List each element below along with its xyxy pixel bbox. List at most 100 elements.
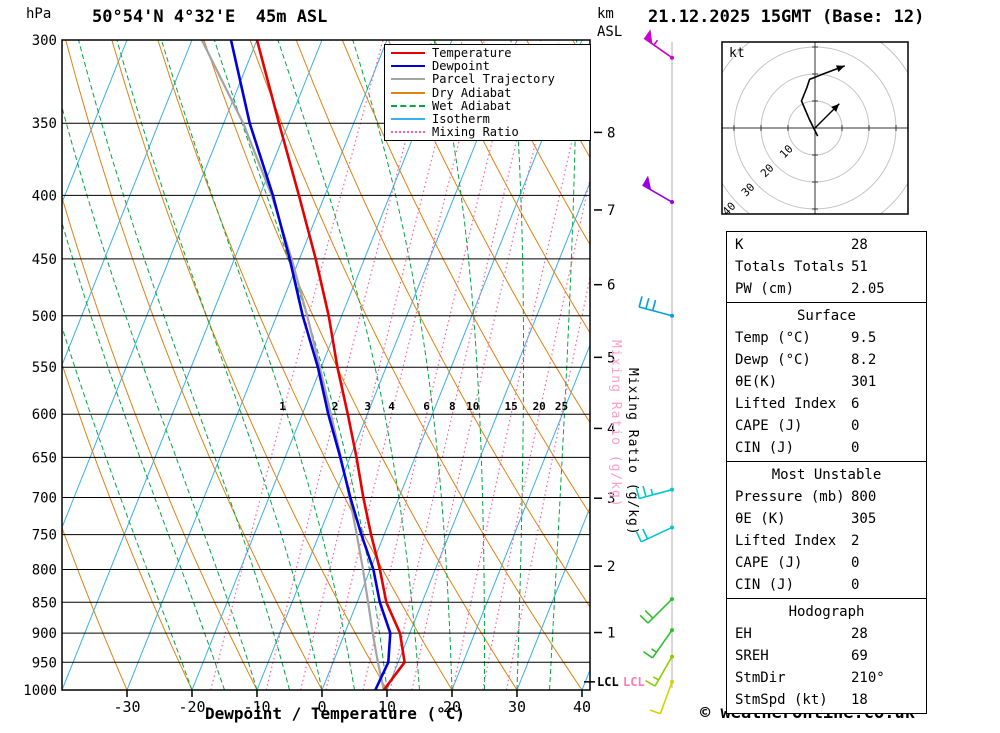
svg-text:4: 4 [607,421,615,437]
isobars [62,122,590,663]
stat-row-stmspd: StmSpd (kt) 18 [735,692,868,708]
mixing-ratio-axis-label: Mixing Ratio (g/kg) [625,368,640,536]
mixing-ratio-line-sample [391,130,425,133]
pressure-axis-labels: 300 350 400 450 500 550 600 650 700 750 800 850 900 9… [23,33,57,699]
stat-row-stmdir: StmDir 210° [735,670,885,686]
svg-text:350: 350 [32,116,57,132]
stat-row-surface-dewp: Dewp (°C) 8.2 [735,352,877,368]
wind-barb [635,485,674,500]
stat-row-mu-lifted-index: Lifted Index 2 [735,533,860,549]
svg-text:15: 15 [504,400,517,413]
datetime-label: 21.12.2025 15GMT (Base: 12) [648,7,925,27]
svg-text:10: 10 [466,400,479,413]
lcl-label: LCL [597,675,619,689]
dry-adiabat-line-sample [391,91,425,94]
svg-text:400: 400 [32,188,57,204]
svg-text:3: 3 [364,400,371,413]
x-axis-title: Dewpoint / Temperature (°C) [204,704,466,723]
svg-text:25: 25 [555,400,568,413]
km-unit-label: km [597,6,614,22]
wind-barbs [635,29,674,715]
svg-text:550: 550 [32,360,57,376]
svg-text:7: 7 [607,203,615,219]
svg-text:-30: -30 [113,698,140,716]
km-axis: 8 7 6 5 4 3 2 1 [594,125,615,642]
parcel-line-sample [391,78,425,81]
stat-row-surface-cape: CAPE (J) 0 [735,418,860,434]
wind-barb [643,628,674,659]
svg-text:2: 2 [607,559,615,575]
wet-adiabat-line-sample [391,104,425,107]
stat-row-mu-thetae: θE (K) 305 [735,511,877,527]
stats-box-hodograph: Hodograph EH 28 SREH 69 StmDir 210° StmSpd … [726,598,927,714]
svg-text:40: 40 [573,698,591,716]
dewpoint-curve [229,40,392,690]
legend-item-parcel-trajectory: Parcel Trajectory [385,73,590,85]
svg-text:30: 30 [508,698,526,716]
wind-barb [642,175,674,205]
stats-box-surface: Surface Temp (°C) 9.5 Dewp (°C) 8.2 θE(K) 3… [726,302,927,462]
temperature-line-sample [391,52,425,55]
svg-text:10: 10 [378,698,396,716]
svg-text:2: 2 [332,400,339,413]
hodograph-frame [721,41,909,215]
svg-text:1: 1 [279,400,286,413]
wind-barb [649,679,674,715]
svg-text:900: 900 [32,626,57,642]
asl-unit-label: ASL [597,24,623,40]
svg-text:700: 700 [32,490,57,506]
svg-text:20: 20 [533,400,546,413]
svg-text:-10: -10 [243,698,270,716]
wind-barb [638,296,674,318]
svg-text:8: 8 [449,400,456,413]
stat-row-pw: PW (cm) 2.05 [735,281,885,297]
svg-text:8: 8 [607,125,615,141]
stat-row-surface-thetae: θE(K) 301 [735,374,877,390]
skewt-field [62,40,590,690]
lcl-label-pink: LCL [623,675,645,689]
isotherm-line-sample [391,117,425,120]
svg-text:6: 6 [423,400,430,413]
svg-text:5: 5 [607,350,615,366]
svg-text:650: 650 [32,450,57,466]
wind-barb [635,525,674,543]
stat-row-totals-totals: Totals Totals 51 [735,259,868,275]
svg-text:800: 800 [32,563,57,579]
stat-row-surface-lifted-index: Lifted Index 6 [735,396,860,412]
svg-text:600: 600 [32,407,57,423]
stat-row-mu-cin: CIN (J) 0 [735,577,860,593]
stat-row-mu-cape: CAPE (J) 0 [735,555,860,571]
legend-item-dewpoint: Dewpoint [385,60,590,72]
svg-text:750: 750 [32,528,57,544]
stats-box-indices: K 28 Totals Totals 51 PW (cm) 2.05 [726,231,927,303]
temperature-axis: -30 -20 -10 0 10 20 30 40 [113,690,591,716]
dewpoint-line-sample [391,65,425,68]
svg-text:950: 950 [32,655,57,671]
svg-text:3: 3 [607,491,615,507]
chart-frame [61,39,591,691]
svg-text:450: 450 [32,252,57,268]
hodograph-section-title: Hodograph [788,604,865,620]
most-unstable-section-title: Most Unstable [771,467,882,483]
svg-text:500: 500 [32,309,57,325]
legend-item-temperature: Temperature [385,47,590,59]
hodograph-trace [800,65,845,137]
svg-text:1000: 1000 [23,683,57,699]
stat-row-surface-temp: Temp (°C) 9.5 [735,330,877,346]
wind-barb [643,29,674,60]
legend-item-isotherm: Isotherm [385,113,590,125]
mixing-ratio-labels: 1 2 3 4 6 8 10 15 20 25 [279,400,568,413]
svg-text:850: 850 [32,595,57,611]
pressure-unit-label: hPa [26,6,52,22]
legend-item-wet-adiabat: Wet Adiabat [385,100,590,112]
svg-text:300: 300 [32,33,57,49]
mixing-ratio-axis-label-pink: Mixing Ratio (g/kg) [608,340,623,508]
wind-barb [645,654,674,687]
stats-panel: K 28 Totals Totals 51 PW (cm) 2.05 Surface … [726,231,927,714]
stat-row-k: K 28 [735,237,868,253]
svg-text:4: 4 [388,400,395,413]
svg-text:0: 0 [317,698,326,716]
wind-barb [639,597,674,624]
